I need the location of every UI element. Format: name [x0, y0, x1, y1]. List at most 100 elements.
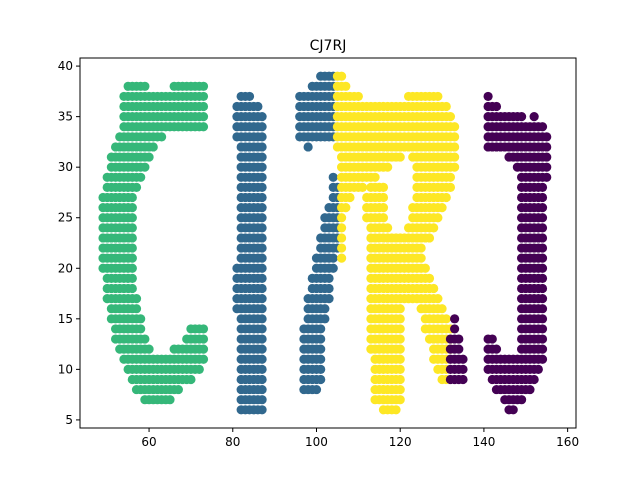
- data-point: [257, 132, 267, 142]
- data-point: [328, 253, 338, 263]
- data-point: [136, 172, 146, 182]
- series-2: [332, 71, 460, 415]
- data-point: [186, 374, 196, 385]
- data-point: [542, 162, 552, 172]
- data-point: [136, 314, 146, 324]
- data-point: [257, 405, 267, 415]
- data-point: [173, 384, 183, 395]
- data-points: [98, 71, 552, 415]
- x-tick-label: 60: [141, 435, 156, 449]
- data-point: [198, 324, 209, 334]
- data-point: [533, 364, 543, 374]
- data-point: [127, 273, 137, 283]
- data-point: [395, 304, 405, 314]
- series-3: [445, 91, 552, 415]
- data-point: [370, 172, 380, 182]
- data-point: [395, 395, 405, 405]
- data-point: [131, 294, 142, 304]
- data-point: [337, 233, 347, 243]
- data-point: [341, 203, 351, 213]
- data-point: [144, 344, 154, 354]
- y-tick-label: 15: [58, 312, 73, 326]
- data-point: [450, 152, 460, 162]
- data-point: [198, 334, 209, 344]
- data-point: [303, 142, 313, 152]
- data-point: [487, 334, 497, 344]
- data-point: [391, 405, 401, 415]
- data-point: [537, 233, 548, 243]
- data-point: [537, 304, 548, 314]
- data-point: [529, 112, 539, 122]
- y-tick-label: 25: [58, 211, 73, 225]
- data-point: [416, 253, 426, 263]
- data-point: [257, 243, 267, 253]
- data-point: [537, 283, 548, 294]
- data-point: [257, 273, 267, 283]
- data-point: [257, 324, 267, 334]
- data-point: [537, 273, 548, 283]
- data-point: [257, 203, 267, 213]
- data-point: [198, 354, 209, 364]
- data-point: [395, 152, 405, 162]
- data-point: [458, 374, 468, 385]
- data-point: [324, 283, 334, 294]
- data-point: [542, 152, 552, 162]
- data-point: [257, 213, 267, 223]
- x-tick-label: 140: [472, 435, 495, 449]
- data-point: [165, 395, 175, 405]
- data-point: [416, 243, 426, 253]
- data-point: [136, 324, 146, 334]
- data-point: [257, 162, 267, 172]
- data-point: [441, 101, 451, 112]
- data-point: [257, 182, 267, 192]
- data-point: [257, 172, 267, 182]
- data-point: [420, 263, 430, 273]
- data-point: [537, 192, 548, 203]
- data-point: [257, 344, 267, 354]
- data-point: [537, 122, 548, 132]
- data-point: [433, 294, 443, 304]
- data-point: [328, 172, 338, 182]
- data-point: [257, 283, 267, 294]
- chart-title: CJ7RJ: [310, 38, 347, 54]
- data-point: [127, 243, 137, 253]
- data-point: [257, 142, 267, 152]
- data-point: [450, 314, 460, 324]
- data-point: [324, 294, 334, 304]
- data-point: [537, 213, 548, 223]
- data-point: [257, 112, 267, 122]
- data-point: [131, 304, 142, 314]
- data-point: [454, 344, 464, 354]
- data-point: [537, 354, 548, 364]
- data-point: [395, 324, 405, 334]
- y-tick-label: 20: [58, 261, 73, 275]
- data-point: [525, 384, 535, 395]
- data-point: [127, 213, 137, 223]
- data-point: [383, 223, 393, 233]
- data-point: [537, 314, 548, 324]
- data-point: [395, 354, 405, 364]
- data-point: [157, 132, 167, 142]
- data-point: [537, 253, 548, 263]
- x-tick-label: 120: [389, 435, 412, 449]
- data-point: [437, 203, 447, 213]
- data-point: [198, 112, 209, 122]
- data-point: [316, 354, 326, 364]
- data-point: [324, 273, 334, 283]
- data-point: [454, 334, 464, 344]
- data-point: [131, 182, 142, 192]
- x-tick-label: 160: [556, 435, 579, 449]
- data-point: [198, 122, 209, 132]
- data-point: [450, 122, 460, 132]
- data-point: [337, 213, 347, 223]
- data-point: [458, 354, 468, 364]
- data-point: [353, 91, 363, 102]
- data-point: [537, 344, 548, 354]
- data-point: [395, 364, 405, 374]
- data-point: [537, 324, 548, 334]
- data-point: [445, 182, 456, 192]
- data-point: [337, 71, 347, 81]
- data-point: [320, 314, 330, 324]
- data-point: [441, 192, 451, 203]
